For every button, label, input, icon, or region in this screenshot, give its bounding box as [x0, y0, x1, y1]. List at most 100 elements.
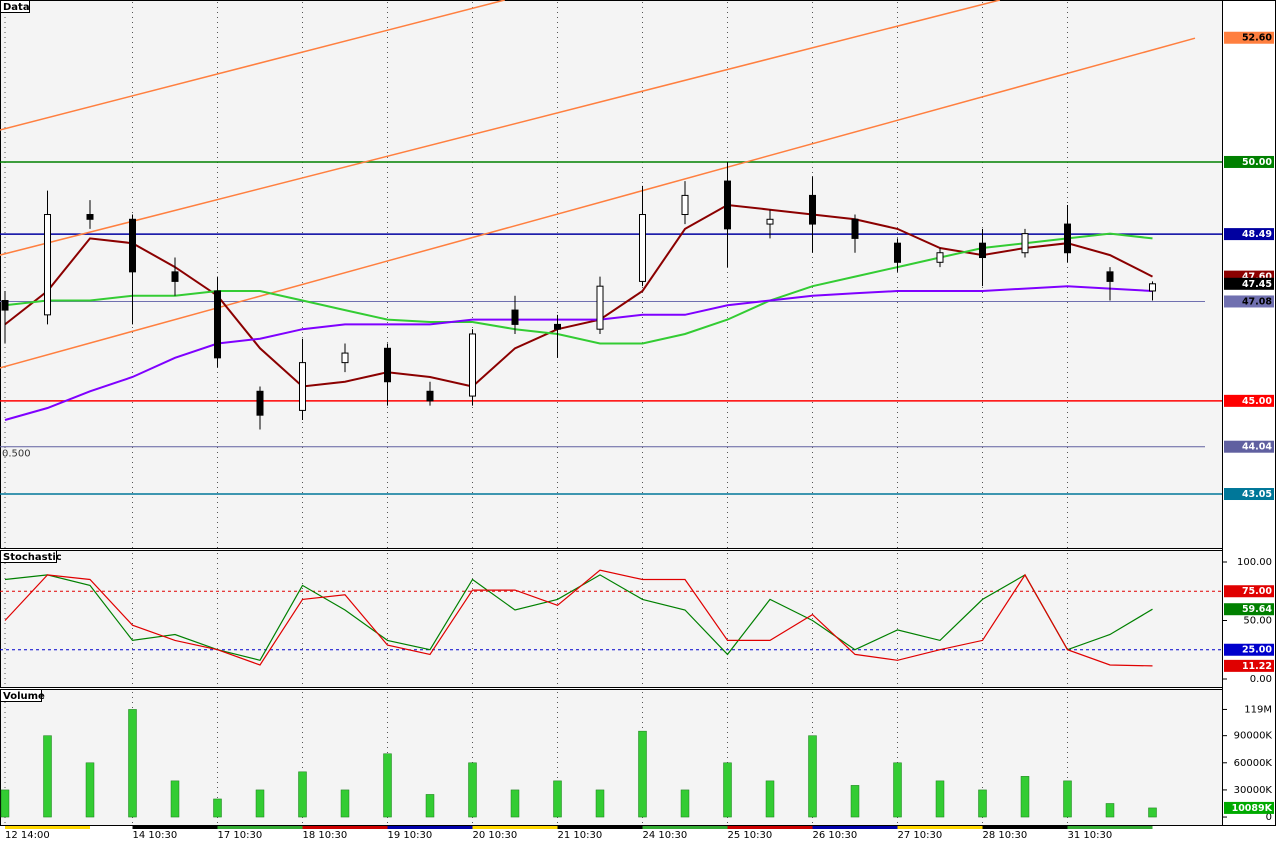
- moving-average: [4, 203, 1153, 388]
- candle-body: [851, 218, 859, 239]
- value-marker-label: 75.00: [1242, 586, 1272, 597]
- value-marker-label: 59.64: [1242, 604, 1272, 615]
- value-marker-label: 47.45: [1242, 279, 1272, 290]
- candle-body: [214, 290, 221, 359]
- candle-body: [469, 333, 476, 397]
- y-tick-label: 0: [1266, 812, 1272, 823]
- candle-body: [1149, 283, 1156, 292]
- session-strip: [982, 826, 1068, 829]
- volume-bar: [85, 762, 95, 818]
- value-marker: [1224, 488, 1274, 501]
- y-tick-label: 60000K: [1234, 758, 1273, 769]
- session-strip: [1067, 826, 1153, 829]
- value-marker: [1224, 155, 1274, 168]
- x-tick-label: 31 10:30: [1068, 830, 1113, 841]
- candle-body: [639, 214, 646, 282]
- x-tick-label: 18 10:30: [303, 830, 348, 841]
- value-marker-label: 52.60: [1242, 33, 1272, 44]
- volume-bar: [935, 780, 945, 818]
- volume-bar: [553, 780, 562, 818]
- candle-body: [511, 309, 519, 325]
- price-pane: [0, 0, 1223, 549]
- session-strip: [472, 826, 558, 829]
- value-marker-label: 10089K: [1232, 803, 1273, 814]
- volume-bar: [340, 789, 350, 818]
- volume-pane: [0, 689, 1223, 826]
- volume-bar: [595, 789, 605, 818]
- x-tick-label: 12 14:00: [5, 830, 50, 841]
- volume-bar: [680, 789, 690, 818]
- volume-bar: [723, 762, 732, 818]
- volume-bar: [468, 762, 477, 818]
- pane-title: Data: [3, 2, 30, 13]
- candle-body: [936, 252, 944, 263]
- candle-body: [809, 194, 816, 225]
- x-tick-label: 21 10:30: [558, 830, 603, 841]
- label-layer: Data Stochastic Volume: [0, 0, 62, 702]
- level-note: 0.500: [2, 449, 31, 460]
- y-tick-label: 90000K: [1234, 731, 1273, 742]
- value-marker: [1224, 295, 1274, 308]
- candle-body: [426, 390, 434, 402]
- x-tick-label: 14 10:30: [133, 830, 178, 841]
- y-tick-label: 119M: [1244, 704, 1272, 715]
- x-tick-label: 25 10:30: [728, 830, 773, 841]
- y-tick-label: 50.00: [1243, 615, 1272, 626]
- x-tick-label: 26 10:30: [813, 830, 858, 841]
- volume-bar: [808, 735, 817, 818]
- volume-bar: [425, 794, 435, 818]
- trend-line: [0, 37, 1196, 369]
- candle-body: [171, 271, 179, 282]
- volume-bar: [213, 798, 222, 818]
- value-marker: [1224, 228, 1274, 241]
- volume-bar: [850, 785, 860, 818]
- volume-bar: [0, 789, 10, 818]
- candle-body: [129, 218, 136, 273]
- volume-bar: [510, 789, 520, 818]
- x-tick-label: 19 10:30: [388, 830, 433, 841]
- candle-body: [724, 180, 731, 230]
- candle-body: [1064, 223, 1071, 254]
- candle-body: [256, 390, 264, 416]
- volume-bar: [43, 735, 52, 818]
- value-marker-label: 11.22: [1242, 661, 1272, 672]
- session-strip: [642, 826, 728, 829]
- value-marker: [1224, 643, 1274, 656]
- session-strip: [727, 826, 813, 829]
- candle-body: [44, 214, 51, 316]
- session-strip: [557, 826, 643, 829]
- value-marker: [1224, 585, 1274, 598]
- value-marker: [1224, 603, 1274, 616]
- candle-body: [299, 362, 306, 411]
- trend-line: [0, 0, 1001, 256]
- value-marker-label: 44.04: [1242, 442, 1272, 453]
- session-strip: [132, 826, 218, 829]
- candle-body: [894, 242, 901, 263]
- value-marker-label: 48.49: [1242, 229, 1272, 240]
- value-marker-label: 50.00: [1242, 157, 1272, 168]
- volume-bar: [1105, 803, 1115, 818]
- stochastic-pane: [0, 550, 1223, 688]
- candle-body: [384, 347, 391, 383]
- volume-bar: [170, 780, 180, 818]
- x-tick-label: 17 10:30: [218, 830, 263, 841]
- session-strip: [897, 826, 983, 829]
- value-marker: [1224, 31, 1274, 44]
- candle-body: [766, 218, 774, 225]
- title-box: [0, 689, 42, 702]
- volume-bar: [765, 780, 775, 818]
- value-marker: [1224, 801, 1274, 814]
- value-marker-label: 47.60: [1242, 272, 1272, 283]
- candle-body: [596, 285, 604, 330]
- candle-body: [1, 300, 9, 311]
- volume-bar: [638, 730, 647, 818]
- volume-bar: [298, 771, 307, 818]
- candle-body: [1021, 233, 1029, 254]
- x-tick-label: 28 10:30: [983, 830, 1028, 841]
- candle-body: [554, 323, 561, 330]
- candle-body: [681, 194, 689, 216]
- value-marker-label: 47.08: [1242, 296, 1272, 307]
- session-strip: [387, 826, 473, 829]
- candle-body: [341, 352, 349, 364]
